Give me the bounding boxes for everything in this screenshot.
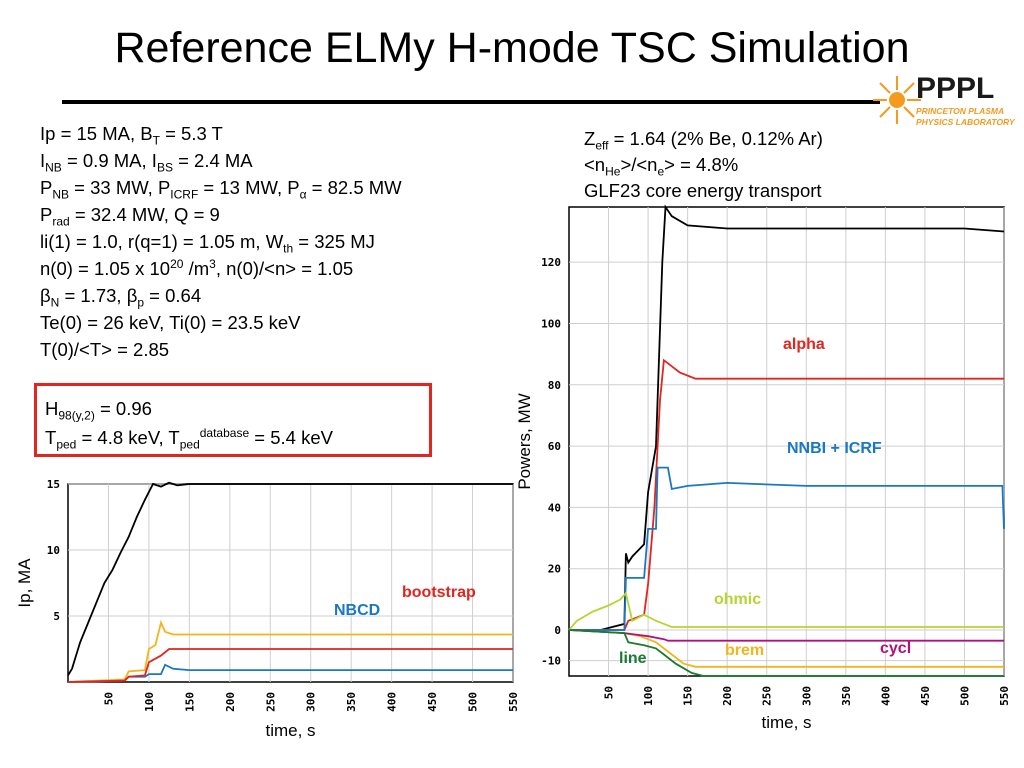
plot-area xyxy=(67,483,514,683)
current-chart: 50 100 150 200 250 300 350 400 450 500 550 5 10 15 tim… xyxy=(15,478,520,740)
y-tick-label: 10 xyxy=(47,544,60,557)
y-tick-label: 100 xyxy=(541,317,561,330)
param-transport: GLF23 core energy transport xyxy=(584,180,822,201)
x-tick-label: 350 xyxy=(345,692,358,712)
series-line-nnbi-icrf xyxy=(569,466,1005,631)
x-tick-label: 550 xyxy=(507,692,520,712)
y-tick-label: 20 xyxy=(548,563,561,576)
param-helium: <nHe>/<ne> = 4.8% xyxy=(584,154,739,179)
plasma-parameters: Ip = 15 MA, BT = 5.3 T INB = 0.9 MA, IBS… xyxy=(40,120,402,363)
x-tick-label: 500 xyxy=(958,686,971,706)
param-temperatures: Te(0) = 26 keV, Ti(0) = 23.5 keV xyxy=(40,312,301,333)
y-tick-label: 0 xyxy=(554,624,561,637)
x-tick-label: 200 xyxy=(721,686,734,706)
series-line-ohmic xyxy=(568,591,1004,631)
series-annotation: cycl xyxy=(880,640,911,657)
x-tick-label: 50 xyxy=(102,692,115,705)
power-chart: 50 100 150 200 250 300 350 400 450 500 550 -10 0 20 40… xyxy=(515,204,1011,732)
y-axis-label: Powers, MW xyxy=(515,393,534,489)
x-tick-label: 300 xyxy=(800,686,813,706)
param-peaking: T(0)/<T> = 2.85 xyxy=(40,339,170,360)
x-tick-label: 400 xyxy=(386,692,399,712)
series-line-alpha xyxy=(569,358,1004,631)
y-tick-label: 5 xyxy=(53,610,60,623)
logo-subtitle-2: PHYSICS LABORATORY xyxy=(916,117,1016,127)
sunburst-icon xyxy=(873,76,921,124)
slide-title: Reference ELMy H-mode TSC Simulation xyxy=(114,24,910,72)
series-line-cycl xyxy=(568,629,1004,642)
param-density: n(0) = 1.05 x 1020 /m3, n(0)/<n> = 1.05 xyxy=(40,256,354,279)
series-line-unnamed xyxy=(67,648,513,683)
y-axis-label: Ip, MA xyxy=(15,558,34,608)
x-tick-label: 150 xyxy=(183,692,196,712)
series-annotation: bootstrap xyxy=(402,584,476,601)
series-annotation: line xyxy=(619,650,647,667)
x-tick-label: 500 xyxy=(467,692,480,712)
h98-highlight-box: H98(y,2) = 0.96 Tped = 4.8 keV, Tpeddata… xyxy=(34,383,432,457)
x-tick-label: 400 xyxy=(879,686,892,706)
param-prad-q: Prad = 32.4 MW, Q = 9 xyxy=(40,204,220,229)
x-tick-label: 50 xyxy=(603,686,616,699)
param-ip-bt: Ip = 15 MA, BT = 5.3 T xyxy=(40,123,223,148)
plasma-composition: Zeff = 1.64 (2% Be, 0.12% Ar) <nHe>/<ne>… xyxy=(584,126,823,204)
series-line-bootstrap xyxy=(67,619,513,683)
x-axis-label: time, s xyxy=(265,721,315,740)
x-tick-label: 150 xyxy=(682,686,695,706)
series-annotation: alpha xyxy=(783,336,825,353)
x-tick-label: 450 xyxy=(919,686,932,706)
x-tick-label: 250 xyxy=(264,692,277,712)
x-tick-label: 250 xyxy=(761,686,774,706)
x-tick-label: 550 xyxy=(998,686,1011,706)
param-h98: H98(y,2) = 0.96 xyxy=(45,398,152,423)
series-line-line xyxy=(568,629,1004,677)
x-tick-label: 100 xyxy=(143,692,156,712)
x-tick-label: 300 xyxy=(305,692,318,712)
y-tick-label: 80 xyxy=(548,379,561,392)
param-beta: βN = 1.73, βp = 0.64 xyxy=(40,285,202,310)
x-tick-label: 200 xyxy=(224,692,237,712)
y-tick-label: 120 xyxy=(541,256,561,269)
param-currents: INB = 0.9 MA, IBS = 2.4 MA xyxy=(40,150,253,175)
title-rule xyxy=(62,100,880,104)
param-powers: PNB = 33 MW, PICRF = 13 MW, Pα = 82.5 MW xyxy=(40,177,402,202)
series-annotation: NBCD xyxy=(334,602,380,619)
series-annotation: brem xyxy=(725,642,764,659)
x-tick-label: 350 xyxy=(840,686,853,706)
series-annotation: NNBI + ICRF xyxy=(787,440,882,457)
y-tick-label: -10 xyxy=(541,655,561,668)
x-axis-label: time, s xyxy=(761,713,811,732)
plot-area xyxy=(568,206,1005,677)
logo-text: PPPL xyxy=(916,72,994,105)
y-tick-label: 40 xyxy=(548,501,561,514)
series-line-total xyxy=(67,481,513,676)
series-line-total xyxy=(569,204,1005,631)
param-tped: Tped = 4.8 keV, Tpeddatabase = 5.4 keV xyxy=(45,425,333,452)
logo-subtitle-1: PRINCETON PLASMA xyxy=(916,106,1004,116)
pppl-logo: PPPL PRINCETON PLASMA PHYSICS LABORATORY xyxy=(873,72,1016,127)
y-tick-label: 60 xyxy=(548,440,561,453)
x-tick-label: 450 xyxy=(426,692,439,712)
y-tick-label: 15 xyxy=(47,478,60,491)
param-zeff: Zeff = 1.64 (2% Be, 0.12% Ar) xyxy=(584,128,823,153)
param-li-wth: li(1) = 1.0, r(q=1) = 1.05 m, Wth = 325 … xyxy=(40,231,375,256)
x-tick-label: 100 xyxy=(642,686,655,706)
series-annotation: ohmic xyxy=(714,591,761,608)
